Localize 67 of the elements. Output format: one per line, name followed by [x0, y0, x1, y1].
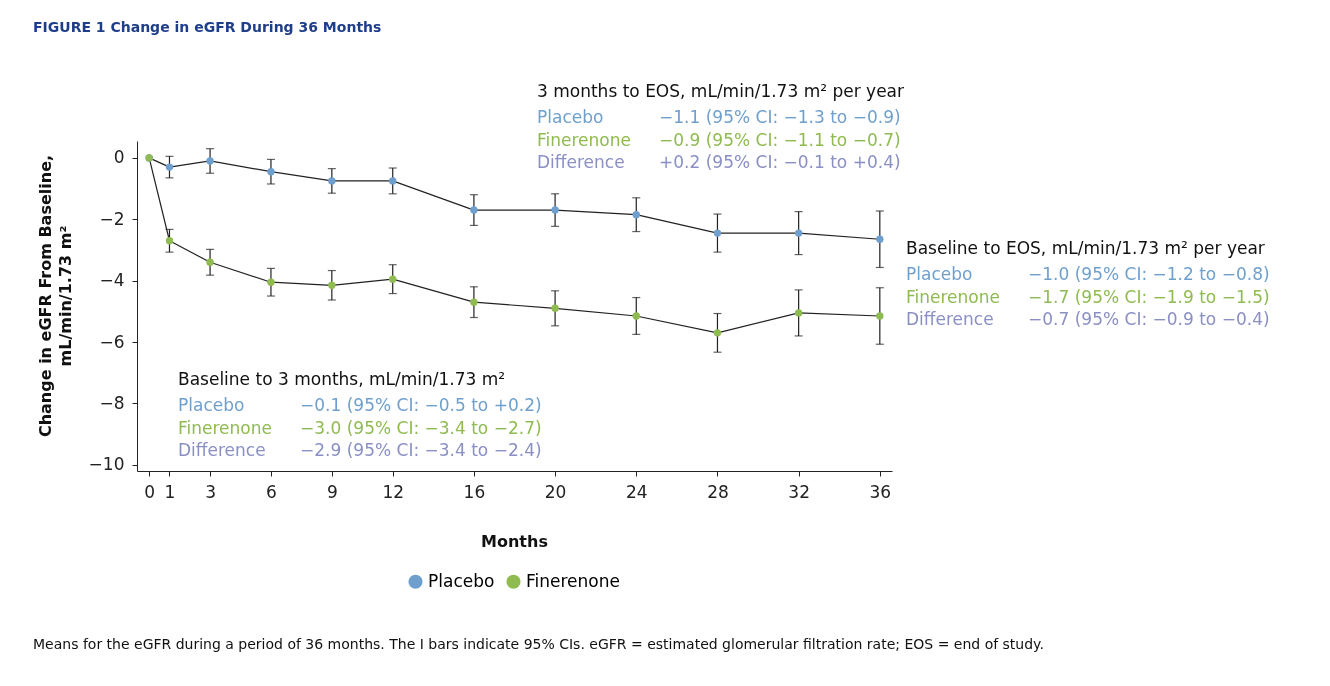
annotation: Difference — [537, 152, 625, 172]
point — [165, 163, 174, 171]
point — [551, 206, 559, 214]
point — [389, 275, 397, 283]
x-tick-label: 6 — [266, 481, 277, 502]
point — [632, 312, 640, 320]
annotation: Baseline to 3 months, mL/min/1.73 m² — [178, 369, 506, 389]
point — [470, 298, 478, 306]
x-tick-label: 1 — [164, 481, 176, 502]
x-tick-label: 9 — [326, 481, 338, 502]
text: Means for the eGFR during a period of 36 months. The I bars indicate 95% CIs. eGFR = estimated glomerular filtration rate; EOS = end of study. — [33, 636, 1044, 652]
text: Placebo — [537, 107, 604, 127]
point — [267, 278, 275, 286]
annotation: +0.2 (95% CI: −0.1 to +0.4) — [659, 152, 901, 172]
annotation: Placebo — [178, 395, 245, 415]
text: Baseline to EOS, mL/min/1.73 m² per year — [906, 238, 1265, 258]
annotation: −2.9 (95% CI: −3.4 to −2.4) — [300, 440, 542, 460]
y-tick-label: 0 — [113, 147, 125, 168]
point — [470, 206, 478, 214]
point — [794, 309, 803, 317]
legend-label: Placebo — [428, 570, 495, 591]
text: −1.0 (95% CI: −1.2 to −0.8) — [1028, 264, 1270, 284]
text: Difference — [906, 309, 994, 329]
x-tick-label: 28 — [707, 481, 729, 502]
text: −1.7 (95% CI: −1.9 to −1.5) — [1028, 286, 1270, 307]
x-tick-label: 24 — [625, 481, 648, 502]
y-tick-label: −8 — [99, 392, 125, 413]
text: −0.7 (95% CI: −0.9 to −0.4) — [1028, 309, 1270, 329]
x-tick-label: 16 — [463, 481, 486, 502]
point — [632, 210, 640, 219]
point — [206, 258, 214, 266]
chart-title: FIGURE 1 Change in eGFR During 36 Months — [33, 19, 382, 35]
point — [876, 235, 884, 243]
point — [876, 312, 884, 320]
text: 3 months to EOS, mL/min/1.73 m² per year — [537, 81, 904, 101]
x-tick-label: 12 — [382, 481, 405, 502]
x-tick-label: 3 — [205, 481, 216, 502]
text: Placebo — [906, 264, 973, 284]
annotation: Difference — [178, 440, 266, 460]
annotation: Finerenone — [537, 129, 631, 150]
y-axis-title: Change in eGFR From Baseline, mL/min/1.73 m² — [36, 154, 75, 438]
annotation: −0.1 (95% CI: −0.5 to +0.2) — [300, 395, 542, 415]
legend-label: Finerenone — [526, 570, 620, 591]
point — [551, 304, 559, 312]
point — [328, 281, 336, 289]
text: −1.1 (95% CI: −1.3 to −0.9) — [659, 107, 901, 127]
point — [713, 329, 722, 337]
annotation: Finerenone — [178, 417, 272, 438]
y-tick-label: −6 — [99, 331, 125, 352]
y-tick-label: −4 — [99, 270, 125, 291]
point — [267, 168, 275, 176]
point — [165, 237, 174, 245]
x-tick-label: 32 — [788, 481, 810, 502]
point — [794, 229, 803, 237]
annotation: −3.0 (95% CI: −3.4 to −2.7) — [300, 417, 542, 438]
y-tick-label: −2 — [99, 208, 125, 229]
y-tick-label: −10 — [88, 454, 125, 475]
point — [328, 177, 336, 185]
x-tick-label: 0 — [144, 481, 156, 502]
point — [389, 177, 397, 185]
annotation: −0.9 (95% CI: −1.1 to −0.7) — [659, 129, 901, 150]
point — [206, 157, 214, 165]
x-axis-title: Months — [481, 532, 548, 551]
point — [713, 229, 722, 237]
x-tick-label: 20 — [544, 481, 567, 502]
x-tick-label: 36 — [869, 481, 892, 502]
text: Finerenone — [906, 286, 1000, 307]
